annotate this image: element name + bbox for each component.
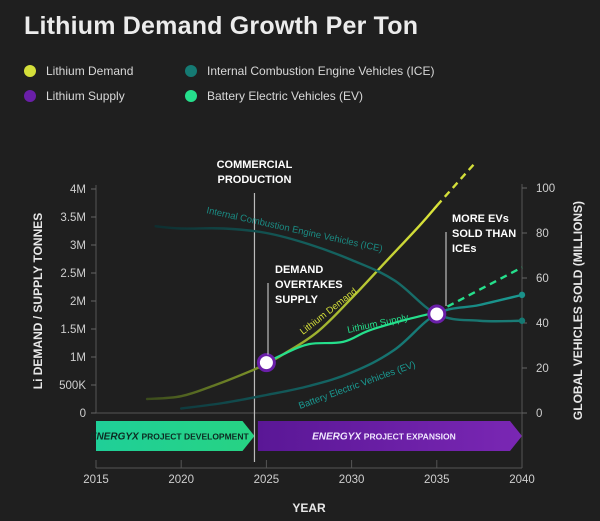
- series-projection-lithium-supply: [436, 266, 523, 314]
- y-tick-label: 2M: [70, 296, 86, 308]
- more-evs-annotation-line: SOLD THAN: [452, 228, 516, 240]
- legend-dot-ev: [185, 90, 197, 102]
- phase-arrow-2: [257, 421, 522, 451]
- series-line-battery-electric-vehicles-ev-: [180, 293, 524, 410]
- y-tick-label: 2.5M: [60, 268, 86, 280]
- y2-tick-label: 40: [536, 318, 549, 330]
- legend-item-ev: Battery Electric Vehicles (EV): [185, 89, 363, 103]
- legend-label-ice: Internal Combustion Engine Vehicles (ICE…: [207, 64, 435, 78]
- y2-tick-label: 0: [536, 408, 542, 420]
- y-axis-title: Li DEMAND / SUPPLY TONNES: [31, 213, 45, 389]
- demand-overtakes-annotation-line: SUPPLY: [275, 294, 319, 306]
- y-tick-label: 3.5M: [60, 212, 86, 224]
- more-evs-annotation-line: ICEs: [452, 243, 476, 255]
- legend-label-lithium-supply: Lithium Supply: [46, 89, 125, 103]
- legend-dot-ice: [185, 65, 197, 77]
- x-tick-label: 2025: [254, 474, 280, 486]
- y-tick-label: 4M: [70, 184, 86, 196]
- y2-axis-title: GLOBAL VEHICLES SOLD (MILLIONS): [571, 201, 585, 420]
- y-tick-label: 1.5M: [60, 324, 86, 336]
- more-evs-annotation-line: MORE EVs: [452, 213, 509, 225]
- more-evs-annotation: MORE EVs SOLD THAN ICEs: [452, 213, 516, 255]
- y-tick-label: 500K: [59, 380, 86, 392]
- legend-dot-lithium-demand: [24, 65, 36, 77]
- x-tick-label: 2015: [83, 474, 109, 486]
- demand-overtakes-annotation: DEMAND OVERTAKES SUPPLY: [275, 264, 343, 306]
- x-tick-label: 2035: [424, 474, 450, 486]
- series-line-lithium-supply: [265, 311, 438, 364]
- supply-line-label: Lithium Supply: [346, 312, 409, 336]
- series-projection-lithium-demand: [435, 163, 476, 207]
- y-tick-label: 0: [80, 408, 86, 420]
- x-tick-label: 2030: [339, 474, 365, 486]
- demand-overtakes-annotation-line: OVERTAKES: [275, 279, 343, 291]
- x-tick-label: 2020: [168, 474, 194, 486]
- event-marker: [427, 304, 447, 324]
- phase-arrow-1: [96, 421, 255, 451]
- x-tick-label: 2040: [509, 474, 535, 486]
- y2-tick-label: 60: [536, 273, 549, 285]
- chart-title: Lithium Demand Growth Per Ton: [24, 12, 419, 40]
- phase-text-2: PROJECT EXPANSION: [364, 432, 456, 442]
- phase-text-1: PROJECT DEVELOPMENT: [141, 432, 249, 442]
- x-axis-title: YEAR: [292, 501, 326, 515]
- series-line-internal-combustion-engine-vehicles-ice-: [154, 225, 524, 323]
- legend-item-lithium-demand: Lithium Demand: [24, 64, 133, 78]
- legend-label-lithium-demand: Lithium Demand: [46, 64, 134, 78]
- demand-overtakes-annotation-line: DEMAND: [275, 264, 323, 276]
- commercial-production-annotation-line: PRODUCTION: [217, 174, 291, 186]
- series-end-dot: [518, 317, 526, 324]
- legend-item-lithium-supply: Lithium Supply: [24, 89, 125, 103]
- y2-tick-label: 100: [536, 183, 555, 195]
- legend-label-ev: Battery Electric Vehicles (EV): [207, 89, 364, 103]
- y-tick-label: 3M: [70, 240, 86, 252]
- series-end-dot: [518, 291, 526, 299]
- phase-brand-2: ENERGYX: [312, 432, 364, 443]
- phase-label-2: ENERGYX PROJECT EXPANSION: [312, 432, 456, 443]
- commercial-production-annotation: COMMERCIAL PRODUCTION: [217, 159, 293, 186]
- commercial-production-annotation-line: COMMERCIAL: [217, 159, 293, 171]
- y-tick-label: 1M: [70, 352, 86, 364]
- legend-item-ice: Internal Combustion Engine Vehicles (ICE…: [185, 64, 434, 78]
- phase-label-1: ENERGYX PROJECT DEVELOPMENT: [90, 432, 250, 443]
- y2-tick-label: 80: [536, 228, 549, 240]
- y2-tick-label: 20: [536, 363, 549, 375]
- event-marker: [256, 353, 276, 373]
- legend-dot-lithium-supply: [24, 90, 36, 102]
- phase-brand-1: ENERGYX: [90, 432, 142, 443]
